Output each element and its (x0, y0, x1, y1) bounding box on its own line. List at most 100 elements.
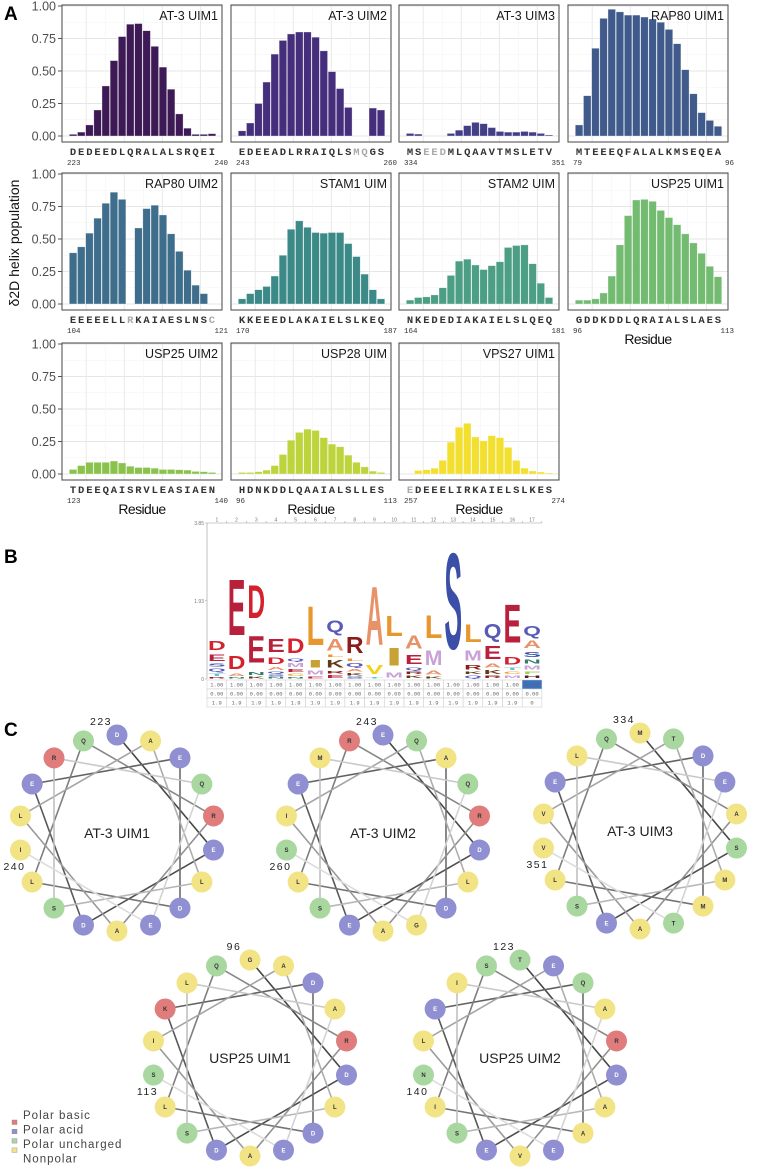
logo-letter-a: A (267, 666, 285, 671)
wheel-connector (349, 849, 480, 926)
helix-bar (118, 36, 127, 137)
wheel-connector (434, 982, 584, 1010)
start-residue-number: 96 (236, 498, 246, 506)
helix-bar (319, 50, 328, 137)
logo-letter-a: A (484, 663, 502, 669)
logo-letter-q: Q (346, 662, 364, 668)
helix-bar (238, 472, 247, 475)
start-residue-number: 104 (67, 328, 81, 336)
legend-swatch (11, 1138, 18, 1144)
helix-bar (238, 130, 247, 137)
helix-bar (199, 293, 208, 305)
helix-bar (199, 471, 208, 475)
logo-letter-s: S (346, 676, 364, 679)
helix-bar (327, 71, 337, 137)
wheel-end-number: 351 (526, 859, 548, 871)
helix-bar (414, 133, 423, 137)
helix-bar (430, 294, 439, 305)
wheel-connector (434, 1106, 584, 1134)
wheel-connector (83, 740, 214, 817)
helix-bar (520, 244, 529, 305)
logo-table-value: 0.00 (309, 691, 322, 698)
helix-bar (632, 14, 641, 137)
helix-bar (295, 31, 304, 137)
logo-letter-q: Q (287, 658, 305, 662)
helix-bar (422, 469, 431, 475)
panel-label-a: A (4, 4, 18, 25)
residue-class-legend: Polar basic Polar acid Polar uncharged Nonp… (11, 1110, 121, 1166)
logo-letter-l: L (307, 596, 325, 658)
helix-bar (352, 256, 361, 305)
residue-circle (412, 1030, 434, 1052)
wheel-connector (415, 740, 469, 883)
end-residue-number: 181 (551, 328, 565, 336)
logo-letter-i: I (307, 658, 325, 670)
wheel-connector (53, 881, 203, 909)
logo-table-value: 1.00 (466, 682, 479, 689)
wheel-connector (456, 982, 606, 1010)
logo-letter-k: K (464, 671, 482, 675)
helix-bar (158, 66, 168, 137)
wheel-connector (434, 1008, 488, 1151)
logo-letter-l: L (464, 619, 482, 648)
helix-bar (278, 454, 288, 475)
residue-circle (726, 803, 748, 825)
helix-bar (69, 134, 78, 137)
helix-bar (536, 471, 545, 475)
plot-background (62, 343, 222, 480)
logo-letter-t: T (504, 667, 522, 671)
logo-table-value: 1.00 (506, 682, 519, 689)
residue-circle (594, 998, 616, 1020)
end-residue-number: 351 (551, 160, 565, 168)
panel-label-b: B (4, 547, 18, 568)
logo-letter-e: E (247, 628, 265, 671)
y-tick-label: 0.50 (32, 65, 56, 79)
logo-letter-e: E (307, 676, 325, 679)
logo-letter-m: M (307, 670, 325, 676)
helix-bar (446, 133, 456, 137)
helix-bar (287, 33, 296, 137)
residue-circle (406, 730, 428, 752)
logo-position-label: 8 (353, 518, 356, 524)
helix-bar (463, 125, 472, 137)
logo-table-value: 1.9 (429, 700, 439, 707)
helix-bar (689, 93, 698, 137)
helix-bar (126, 465, 135, 475)
logo-table-value: 0.00 (328, 691, 341, 698)
wheel-connector (423, 965, 554, 1042)
logo-letter-d: D (267, 656, 285, 666)
helix-bar (583, 95, 592, 137)
logo-table-value: 0.68 (525, 682, 538, 689)
helix-bar (352, 461, 361, 475)
helix-bar (246, 122, 255, 137)
helix-bar (713, 125, 723, 137)
helix-bar (109, 460, 119, 475)
residue-circle (309, 897, 331, 919)
helix-bar (77, 131, 86, 137)
logo-table-value: 1.9 (448, 700, 458, 707)
wheel-connector (542, 813, 641, 930)
residue-circle (203, 805, 225, 827)
wheel-connector (20, 849, 151, 926)
logo-letter-l: L (346, 658, 364, 662)
helix-bar (109, 60, 119, 137)
start-residue-number: 79 (573, 160, 582, 168)
residue-circle (572, 972, 594, 994)
logo-table-value: 0.00 (506, 691, 519, 698)
x-axis-title: Residue (118, 501, 166, 517)
logo-letter-a: A (228, 673, 246, 677)
panel-title: RAP80 UIM2 (145, 177, 218, 191)
wheel-connector (456, 1106, 606, 1134)
logo-letter-d: D (247, 575, 265, 628)
helix-bar (479, 123, 488, 137)
residue-circle (169, 747, 191, 769)
logo-table-value: 1.00 (486, 682, 499, 689)
bar-chart-panel: USP25 UIM1 G D D K D D L Q R A I A L S L A E S96 113 Residue (567, 172, 734, 347)
helix-bar (528, 131, 537, 137)
plot-frame (398, 172, 560, 311)
logo-letter-e: E (228, 563, 246, 653)
